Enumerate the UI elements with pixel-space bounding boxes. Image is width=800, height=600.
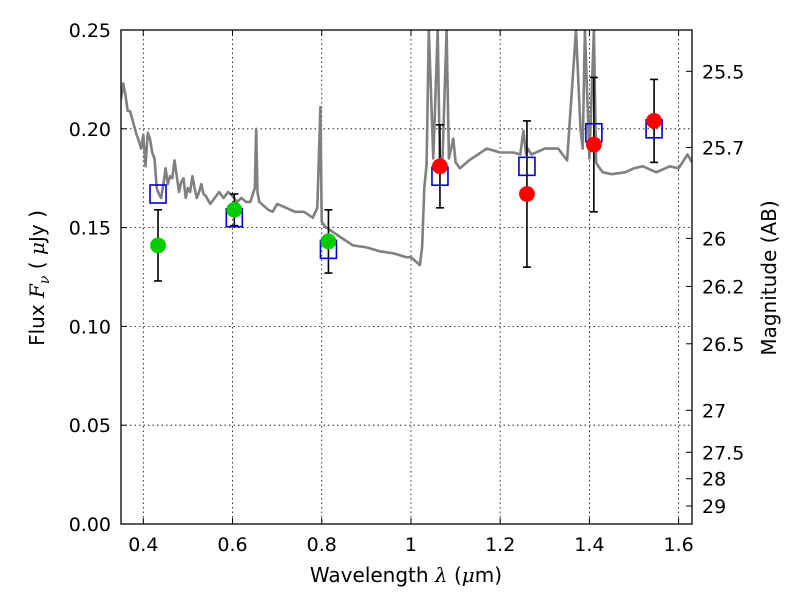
square-marker <box>518 156 536 177</box>
model-spectrum <box>121 30 692 267</box>
magnitude-tick-label: 29 <box>702 496 726 518</box>
x-tick-label: 0.6 <box>217 534 247 556</box>
y-tick-label: 0.10 <box>69 316 111 338</box>
x-tick-labels: 0.4 0.6 0.8 1 1.2 1.4 1.6 <box>128 534 694 556</box>
magnitude-tick-label: 25.5 <box>702 61 744 83</box>
y-tick-label: 0.15 <box>69 218 111 240</box>
x-tick-label: 1.4 <box>574 534 604 556</box>
magnitude-tick-label: 25.7 <box>702 137 744 159</box>
y-axis-label: Flux Fν ( μJy ) <box>25 210 53 346</box>
grid <box>121 29 692 525</box>
x-tick-label: 1 <box>405 534 417 556</box>
y-tick-label: 0.25 <box>69 20 111 42</box>
model-spectrum-line <box>121 30 692 267</box>
magnitude-tick-labels: 25.5 25.7 26 26.2 26.5 27 27.5 28 29 <box>702 61 744 518</box>
magnitude-tick-label: 26 <box>702 228 726 250</box>
ticks <box>121 29 692 525</box>
green-point <box>150 237 166 254</box>
x-tick-label: 1.6 <box>664 534 694 556</box>
magnitude-tick-label: 28 <box>702 469 726 491</box>
magnitude-axis-label: Magnitude (AB) <box>757 200 781 355</box>
square-marker <box>149 184 167 204</box>
x-tick-label: 1.2 <box>485 534 515 556</box>
green-point <box>226 201 243 218</box>
red-point <box>432 158 448 175</box>
red-point <box>585 136 602 153</box>
green-point <box>320 233 337 250</box>
red-point <box>519 186 535 202</box>
y-tick-label: 0.20 <box>69 119 111 141</box>
x-axis-label: Wavelength λ (μm) <box>310 563 502 587</box>
y-tick-label: 0.05 <box>69 415 111 437</box>
magnitude-tick-label: 26.2 <box>702 276 744 298</box>
x-tick-label: 0.4 <box>128 534 158 556</box>
plot-frame <box>120 29 693 525</box>
magnitude-tick-label: 27.5 <box>702 442 744 464</box>
y-tick-label: 0.00 <box>69 514 111 536</box>
red-point <box>646 112 662 129</box>
y-tick-labels: 0.00 0.05 0.10 0.15 0.20 0.25 <box>69 20 111 536</box>
data-points <box>149 76 663 282</box>
magnitude-tick-label: 27 <box>702 400 726 422</box>
magnitude-tick-label: 26.5 <box>702 334 744 356</box>
x-tick-label: 0.8 <box>307 534 337 556</box>
